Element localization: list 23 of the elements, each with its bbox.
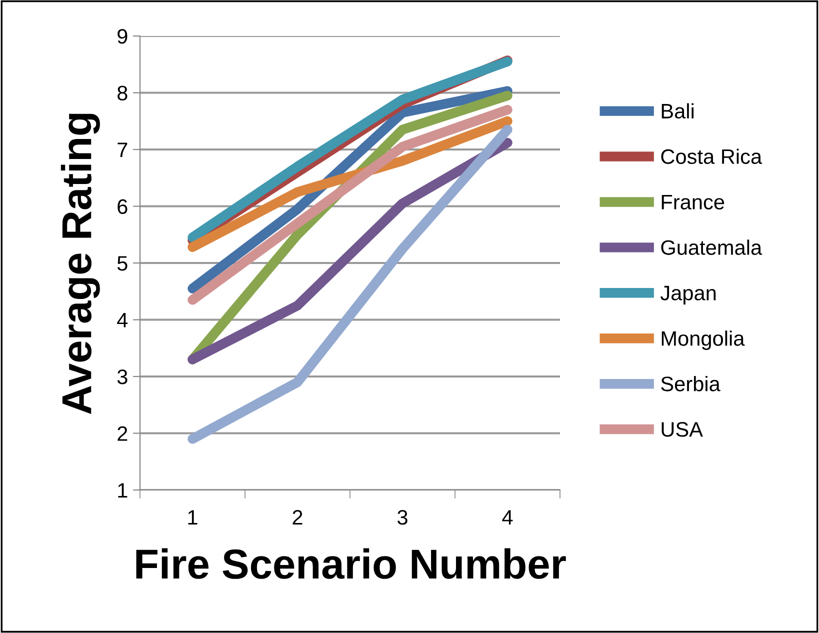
y-tick-label: 9: [118, 29, 128, 44]
y-axis-title: Average Rating: [60, 114, 100, 414]
legend-label: Serbia: [661, 376, 720, 392]
y-tick-label: 4: [117, 312, 128, 328]
legend-label: Japan: [660, 286, 716, 305]
x-tick-label: 3: [398, 510, 408, 525]
x-tick-label: 4: [502, 510, 513, 525]
legend-label: USA: [662, 422, 703, 437]
legend-label: Guatemala: [661, 240, 762, 255]
y-tick-label: 1: [118, 483, 128, 498]
legend-label: France: [662, 194, 724, 210]
x-tick-label: 1: [188, 510, 198, 525]
legend-label: Bali: [662, 103, 694, 119]
y-tick-label: 8: [118, 86, 128, 101]
y-tick-label: 3: [117, 370, 128, 384]
x-axis-title: Fire Scenario Number: [136, 548, 566, 579]
legend-label: Mongolia: [662, 330, 745, 350]
legend-label: Costa Rica: [661, 148, 762, 164]
x-tick-label: 2: [292, 510, 302, 525]
y-tick-label: 7: [118, 142, 128, 158]
y-tick-label: 5: [117, 256, 128, 271]
y-tick-label: 2: [118, 426, 128, 441]
y-tick-label: 6: [118, 199, 128, 214]
